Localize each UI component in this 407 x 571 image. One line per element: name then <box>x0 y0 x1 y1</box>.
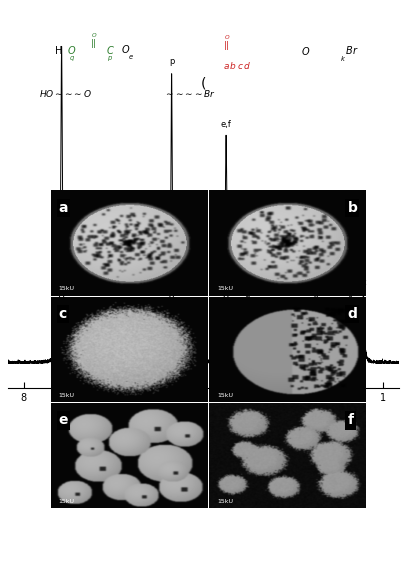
Text: p.p.m.: p.p.m. <box>289 412 323 421</box>
Text: $O\underset{e}{}$: $O\underset{e}{}$ <box>121 44 135 62</box>
Text: $a\,b\,c\,d$: $a\,b\,c\,d$ <box>223 59 252 71</box>
Text: e: e <box>59 413 68 428</box>
Text: $\sim\!\sim\!\sim\!\sim Br$: $\sim\!\sim\!\sim\!\sim Br$ <box>164 88 217 99</box>
Text: g: g <box>245 294 250 303</box>
Text: d: d <box>348 307 357 321</box>
Text: 15kU: 15kU <box>59 393 75 398</box>
Text: $\underset{p}{C}$: $\underset{p}{C}$ <box>106 45 115 63</box>
Text: b: b <box>348 201 357 215</box>
Text: $\left(\right.$: $\left(\right.$ <box>200 75 207 91</box>
Text: 15kU: 15kU <box>59 499 75 504</box>
Text: a: a <box>59 201 68 215</box>
Text: 15kU: 15kU <box>59 287 75 291</box>
Text: $\underset{}{O}$: $\underset{}{O}$ <box>301 46 311 57</box>
Text: $\overset{O}{\underset{}{||}}$: $\overset{O}{\underset{}{||}}$ <box>90 31 98 49</box>
Text: 15kU: 15kU <box>217 287 233 291</box>
Text: p: p <box>169 57 174 66</box>
Text: e,f: e,f <box>221 120 232 130</box>
Text: k: k <box>209 288 214 297</box>
Text: 15kU: 15kU <box>217 499 233 504</box>
Text: 15kU: 15kU <box>217 393 233 398</box>
Text: $\underset{q}{O}$: $\underset{q}{O}$ <box>67 45 76 63</box>
Text: $H O \sim\!\sim\!\sim O$: $H O \sim\!\sim\!\sim O$ <box>39 88 92 99</box>
Text: c: c <box>59 307 67 321</box>
Text: $\overset{O}{||}$: $\overset{O}{||}$ <box>223 34 230 54</box>
Text: H: H <box>55 46 62 57</box>
Text: $\underset{k}{}\,Br$: $\underset{k}{}\,Br$ <box>340 44 359 64</box>
Text: q: q <box>335 304 341 312</box>
Text: f: f <box>348 413 353 428</box>
Text: a: a <box>313 228 319 237</box>
Text: b,d: b,d <box>344 259 357 268</box>
Text: c: c <box>361 278 366 287</box>
